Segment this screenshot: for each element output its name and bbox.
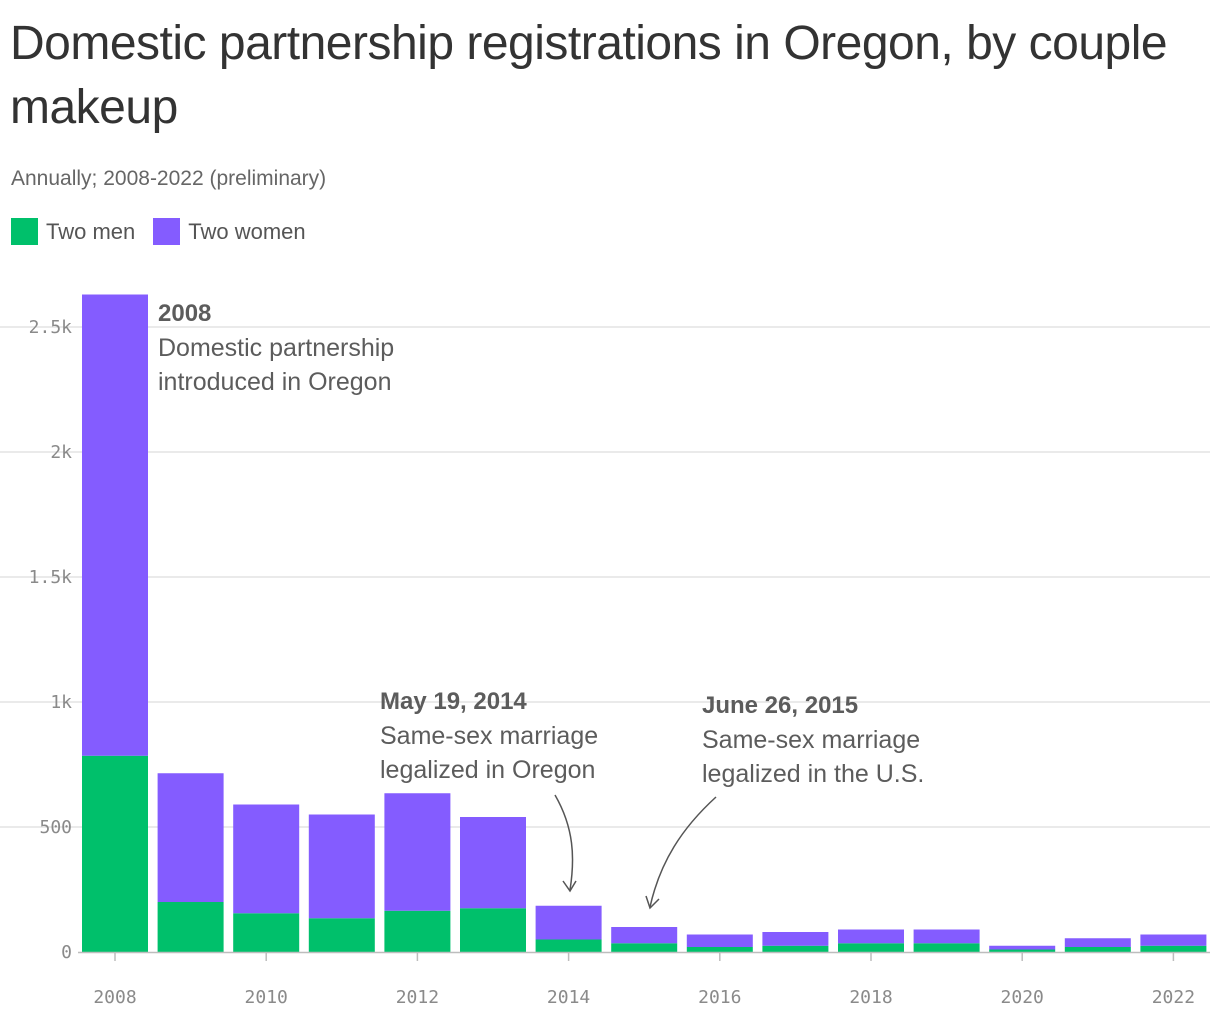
bar-two-men-2020 [989,949,1056,952]
annotation-2014-line-2: legalized in Oregon [380,756,595,784]
bar-two-women-2019 [913,929,980,944]
bar-two-women-2021 [1064,938,1131,947]
annotation-2014-date: May 19, 2014 [380,688,527,715]
bar-two-women-2018 [838,929,904,944]
bar-two-men-2009 [157,902,224,952]
bar-two-men-2017 [762,945,829,952]
bar-two-men-2016 [686,947,753,952]
bar-two-men-2019 [913,943,980,952]
bar-two-women-2022 [1140,934,1207,946]
bar-two-women-2015 [611,927,678,944]
annotation-2008-line-1: Domestic partnership [158,334,394,362]
bar-two-men-2014 [535,939,602,952]
bar-two-men-2018 [838,943,904,952]
annotation-2015-date: June 26, 2015 [702,692,858,719]
x-tick-label: 2012 [396,987,439,1008]
x-tick-label: 2016 [698,987,741,1008]
chart-subtitle: Annually; 2008-2022 (preliminary) [11,167,327,190]
bar-two-women-2010 [233,804,300,914]
bar-two-women-2008 [82,294,148,756]
annotation-2008-line-2: introduced in Oregon [158,368,391,396]
y-tick-label: 0 [61,942,72,963]
legend-label-two-men: Two men [46,218,136,244]
annotation-2015-line-1: Same-sex marriage [702,726,920,754]
chart-title: Domestic partnership registrations in Or… [10,17,1168,134]
bar-two-women-2017 [762,932,829,946]
y-tick-label: 2k [50,442,72,463]
y-tick-label: 500 [39,817,72,838]
bar-two-women-2009 [157,773,224,902]
legend: Two men Two women [11,218,324,245]
x-tick-label: 2018 [849,987,892,1008]
bar-two-men-2021 [1064,947,1131,952]
bar-two-women-2012 [384,793,451,911]
legend-label-two-women: Two women [188,218,306,244]
gridlines [0,326,1210,828]
annotation-2008-date: 2008 [158,300,211,327]
annotation-2015-line-2: legalized in the U.S. [702,760,924,788]
annotation-2015-arrowhead [645,895,660,910]
annotation-2014-arrow [554,794,574,891]
bar-two-women-2011 [308,814,375,919]
bar-two-men-2015 [611,943,678,952]
x-tick-label: 2008 [93,987,136,1008]
bar-two-men-2011 [308,918,375,952]
axes: 0 500 1k 1.5k 2k 2.5k 2008 2010 2012 2014 2016 2018… [29,317,1210,1008]
legend-item-two-women: Two women [153,218,306,245]
x-tick-label: 2022 [1152,987,1195,1008]
bar-two-women-2014 [535,905,602,940]
x-tick-label: 2014 [547,987,590,1008]
bar-two-women-2016 [686,934,753,947]
bar-two-women-2013 [460,817,526,909]
bar-two-men-2022 [1140,945,1207,952]
bar-two-men-2013 [460,908,526,952]
legend-item-two-men: Two men [11,218,135,245]
annotation-2015-arrow [649,796,717,908]
bar-two-men-2010 [233,913,300,952]
bar-two-women-2020 [989,945,1056,950]
annotation-2014-line-1: Same-sex marriage [380,722,598,750]
legend-swatch-two-men [11,218,38,245]
bar-two-men-2008 [82,755,148,952]
bar-two-men-2012 [384,910,451,952]
annotations: 2008 Domestic partnership introduced in … [158,300,924,910]
bars [82,294,1207,952]
y-tick-label: 1.5k [29,567,73,588]
annotation-2014-arrowhead [562,880,577,893]
x-tick-label: 2020 [1001,987,1044,1008]
y-tick-label: 1k [50,692,72,713]
legend-swatch-two-women [153,218,181,245]
x-tick-label: 2010 [245,987,288,1008]
y-tick-label: 2.5k [29,317,73,338]
